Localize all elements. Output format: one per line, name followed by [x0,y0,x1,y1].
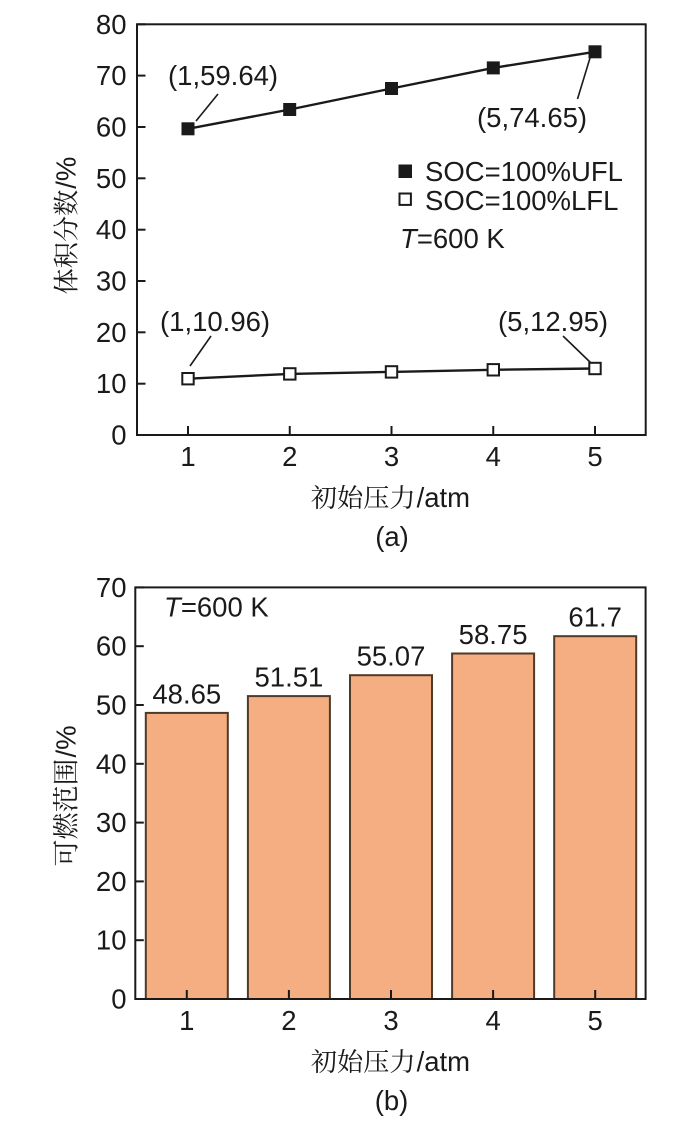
svg-text:3: 3 [384,441,399,472]
svg-text:(a): (a) [375,521,409,552]
svg-text:(1,59.64): (1,59.64) [168,60,278,91]
svg-text:SOC=100%LFL: SOC=100%LFL [425,185,618,216]
svg-text:SOC=100%UFL: SOC=100%UFL [425,156,623,187]
svg-text:51.51: 51.51 [254,662,323,693]
svg-text:48.65: 48.65 [152,678,221,709]
svg-text:40: 40 [96,214,127,245]
svg-text:0: 0 [111,984,126,1015]
svg-text:40: 40 [96,748,127,779]
svg-text:/atm: /atm [417,482,470,513]
svg-text:10: 10 [96,925,127,956]
svg-text:/%: /% [51,725,82,757]
svg-text:70: 70 [96,572,127,603]
svg-text:T=600 K: T=600 K [400,223,505,254]
svg-text:80: 80 [96,9,127,40]
svg-text:4: 4 [486,441,501,472]
svg-text:(1,10.96): (1,10.96) [160,306,270,337]
svg-text:T=600 K: T=600 K [164,592,269,623]
svg-text:2: 2 [281,1005,296,1036]
svg-text:30: 30 [96,807,127,838]
svg-text:50: 50 [96,690,127,721]
svg-text:5: 5 [587,441,602,472]
svg-text:1: 1 [180,441,195,472]
svg-text:70: 70 [96,60,127,91]
svg-text:60: 60 [96,112,127,143]
svg-text:20: 20 [96,317,127,348]
svg-text:61.7: 61.7 [568,602,622,633]
svg-text:20: 20 [96,866,127,897]
svg-text:10: 10 [96,368,127,399]
svg-text:/atm: /atm [417,1046,470,1077]
svg-text:50: 50 [96,163,127,194]
svg-text:5: 5 [588,1005,603,1036]
svg-text:30: 30 [96,266,127,297]
svg-text:0: 0 [111,420,126,451]
svg-text:4: 4 [485,1005,500,1036]
svg-text:58.75: 58.75 [459,619,528,650]
svg-text:60: 60 [96,631,127,662]
svg-text:(5,74.65): (5,74.65) [477,102,587,133]
svg-text:(b): (b) [375,1085,409,1116]
svg-text:55.07: 55.07 [357,641,426,672]
svg-text:(5,12.95): (5,12.95) [498,306,608,337]
svg-text:/%: /% [51,157,82,189]
svg-text:3: 3 [383,1005,398,1036]
svg-text:2: 2 [282,441,297,472]
svg-text:1: 1 [179,1005,194,1036]
